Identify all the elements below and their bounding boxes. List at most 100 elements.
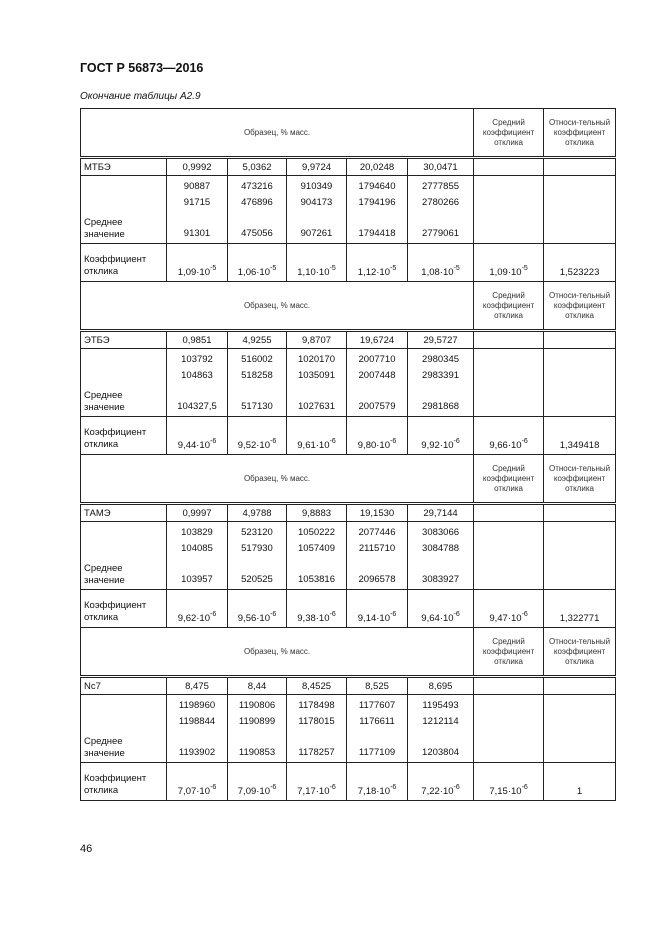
coef-cell: 9,92·10-6	[406, 416, 475, 455]
exponent: -5	[329, 265, 336, 272]
coef-label: Коэффициент отклика	[80, 762, 167, 801]
concentration-cell: 9,8707	[286, 329, 347, 349]
coef-row: Коэффициент отклика 7,07·10-6 7,09·10-6 7,1…	[80, 762, 617, 801]
spacer	[350, 556, 404, 572]
cell-text: 1190899	[238, 715, 276, 727]
cell-text: 1198844	[178, 715, 216, 727]
mean-label: Среднее значение	[80, 348, 167, 417]
cell-text: 2779061	[422, 227, 460, 239]
empty-cell	[543, 675, 617, 695]
area-cell: 1190806 1190899 1190853	[227, 694, 287, 763]
area-cell: 1794640 1794196 1794418	[346, 175, 408, 244]
cell-text: 7,22·10	[421, 786, 454, 797]
concentration-cell: 29,7144	[406, 502, 475, 522]
exponent: -6	[521, 438, 528, 445]
cell-text: 520525	[241, 573, 273, 585]
exponent: -5	[521, 265, 528, 272]
spacer	[231, 556, 283, 572]
spacer	[231, 383, 283, 399]
cell-text: 1,10·10	[297, 267, 330, 278]
cell-text: 7,15·10	[489, 786, 522, 797]
rel-coef-cell: 1,349418	[543, 416, 617, 455]
compound-name: ТАМЭ	[80, 502, 167, 522]
mean-label: Среднее значение	[80, 175, 167, 244]
cell-text: 1794418	[358, 227, 396, 239]
exponent: -5	[390, 265, 397, 272]
cell-text: 1177607	[358, 700, 396, 711]
concentration-cell: 8,4525	[286, 675, 347, 695]
sample-header: Образец, % масс.	[79, 454, 475, 504]
cell-text: 904173	[300, 196, 333, 208]
cell-text: 1176611	[359, 715, 395, 727]
coef-cell: 1,09·10-5	[166, 243, 228, 282]
cell-text: 9,64·10	[421, 613, 454, 624]
spacer	[290, 556, 343, 572]
spacer	[170, 729, 224, 745]
exponent: -6	[521, 611, 528, 618]
area-cell: 523120 517930 520525	[227, 521, 287, 590]
spacer	[411, 383, 470, 399]
spacer	[170, 383, 224, 399]
exponent: -6	[390, 438, 397, 445]
area-cell: 1178498 1178015 1178257	[286, 694, 347, 763]
exponent: -6	[390, 611, 397, 618]
exponent: -6	[329, 438, 336, 445]
area-row: Среднее значение 1198960 1198844 1193902 119…	[80, 694, 617, 763]
spacer	[231, 729, 283, 745]
header-row: Образец, % масс. Средний коэффициент откл…	[79, 454, 617, 504]
cell-text: 9,62·10	[177, 613, 210, 624]
compound-name: Nc7	[80, 675, 167, 695]
spacer	[170, 556, 224, 572]
concentration-cell: 8,44	[227, 675, 287, 695]
cell-text: 2077446	[358, 527, 396, 538]
concentration-cell: 20,0248	[346, 156, 408, 176]
exponent: -5	[210, 265, 217, 272]
cell-text: 2777855	[422, 181, 460, 192]
cell-text: 7,09·10	[237, 786, 270, 797]
cell-text: 1,06·10	[237, 267, 270, 278]
area-cell: 2777855 2780266 2779061	[406, 175, 475, 244]
spacer	[231, 210, 283, 226]
area-cell: 1198960 1198844 1193902	[166, 694, 228, 763]
cell-text: 7,18·10	[357, 786, 390, 797]
cell-text: 104327,5	[177, 400, 217, 412]
concentration-cell: 9,9724	[286, 156, 347, 176]
spacer	[290, 210, 343, 226]
cell-text: 1050222	[298, 527, 335, 538]
empty-cell	[543, 348, 617, 417]
concentration-cell: 30,0471	[406, 156, 475, 176]
coef-cell: 1,10·10-5	[286, 243, 347, 282]
coef-row: Коэффициент отклика 9,44·10-6 9,52·10-6 9,6…	[80, 416, 617, 455]
coef-label: Коэффициент отклика	[80, 589, 167, 628]
rel-coef-cell: 1	[543, 762, 617, 801]
exponent: -5	[270, 265, 277, 272]
spacer	[350, 383, 404, 399]
cell-text: 1027631	[298, 400, 335, 412]
coef-cell: 9,62·10-6	[166, 589, 228, 628]
cell-text: 9,14·10	[357, 613, 390, 624]
exponent: -6	[270, 611, 277, 618]
empty-cell	[543, 694, 617, 763]
cell-text: 104863	[181, 369, 213, 381]
spacer	[170, 210, 224, 226]
spacer	[350, 729, 404, 745]
coef-cell: 7,09·10-6	[227, 762, 287, 801]
cell-text: 9,92·10	[421, 440, 454, 451]
cell-text: 91301	[183, 227, 211, 239]
rel-coef-header: Относи-тельный коэффициент отклика	[543, 108, 617, 158]
coef-row: Коэффициент отклика 9,62·10-6 9,56·10-6 9,3…	[80, 589, 617, 628]
spacer	[411, 210, 470, 226]
empty-cell	[473, 521, 545, 590]
cell-text: 910349	[300, 181, 333, 192]
avg-coef-header: Средний коэффициент отклика	[473, 627, 545, 677]
area-cell: 2007710 2007448 2007579	[346, 348, 408, 417]
cell-text: 2983391	[422, 369, 460, 381]
compound-row: ТАМЭ 0,9997 4,9788 9,8883 19,1530 29,7144	[80, 502, 617, 522]
cell-text: 517930	[241, 542, 273, 554]
rel-coef-cell: 1,322771	[543, 589, 617, 628]
exponent: -6	[453, 611, 460, 618]
cell-text: 90887	[183, 181, 211, 192]
cell-text: 1198960	[178, 700, 216, 711]
cell-text: 1,12·10	[357, 267, 390, 278]
cell-text: 9,80·10	[357, 440, 390, 451]
